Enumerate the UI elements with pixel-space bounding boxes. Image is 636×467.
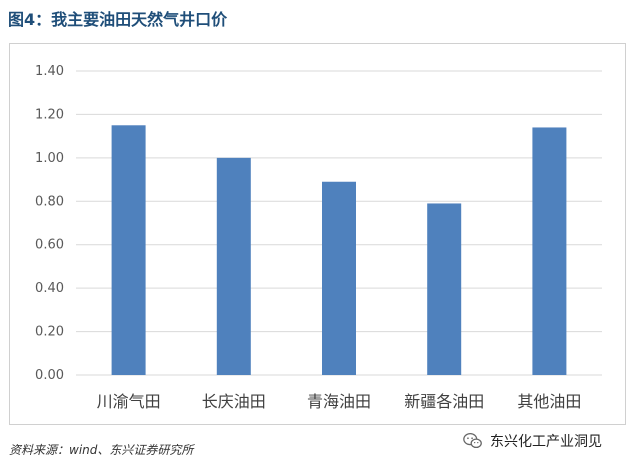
figure-title: 图4：我主要油田天然气井口价 (8, 10, 228, 29)
watermark: 东兴化工产业洞见 (462, 430, 602, 452)
chart-frame: 0.00 0.20 0.40 0.60 0.80 1.00 1.20 1.40 川渝气田 长庆油田… (9, 43, 626, 425)
y-tick-label: 0.80 (35, 194, 64, 209)
bar (532, 127, 567, 375)
x-category-label: 新疆各油田 (404, 392, 484, 411)
bar (322, 181, 356, 375)
watermark-text: 东兴化工产业洞见 (490, 434, 602, 450)
wechat-icon (463, 433, 482, 449)
x-category-label: 青海油田 (307, 392, 371, 411)
y-tick-label: 0.20 (35, 325, 64, 340)
y-tick-label: 1.40 (35, 64, 64, 79)
x-category-label: 其他油田 (517, 392, 581, 411)
y-tick-label: 1.20 (35, 107, 64, 122)
y-tick-label: 1.00 (35, 151, 64, 166)
x-category-label: 长庆油田 (202, 392, 266, 411)
x-category-label: 川渝气田 (97, 392, 161, 411)
bar-chart: 0.00 0.20 0.40 0.60 0.80 1.00 1.20 1.40 川渝气田 长庆油田… (35, 64, 602, 411)
bar (111, 125, 146, 376)
bar (427, 203, 462, 375)
y-tick-label: 0.40 (35, 281, 64, 296)
source-note: 资料来源：wind、东兴证券研究所 (9, 443, 194, 457)
y-tick-label: 0.00 (35, 368, 64, 383)
bar (216, 157, 251, 375)
y-tick-label: 0.60 (35, 238, 64, 253)
